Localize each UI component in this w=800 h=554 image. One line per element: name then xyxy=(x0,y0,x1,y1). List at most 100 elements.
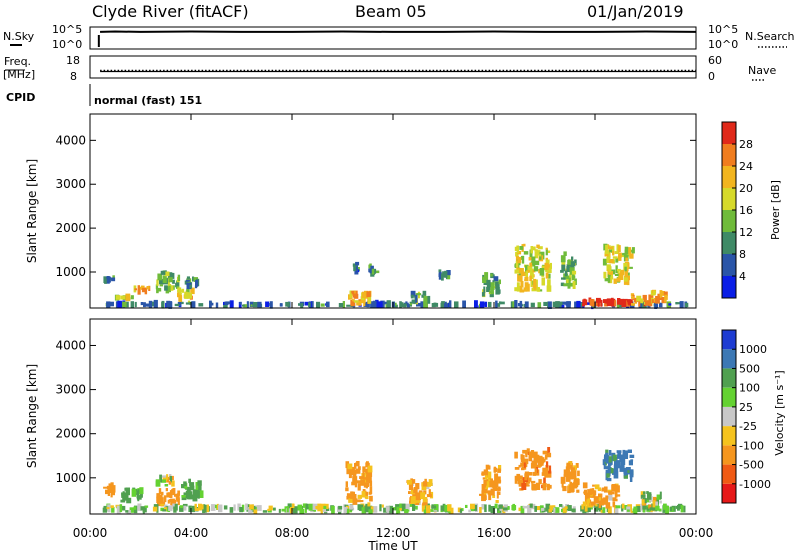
velocity-cell xyxy=(352,476,358,483)
power-patch xyxy=(582,297,633,307)
power-cell xyxy=(156,288,159,294)
velocity-cell xyxy=(570,462,573,470)
power-cell xyxy=(516,245,519,251)
power-cell xyxy=(346,304,351,307)
velocity-cell xyxy=(527,477,532,482)
power-cell xyxy=(169,301,173,308)
power-cell xyxy=(122,301,127,308)
power-cell xyxy=(617,269,620,275)
velocity-cell xyxy=(183,481,187,487)
velocity-cell xyxy=(524,458,529,465)
velocity-patch xyxy=(514,447,552,491)
velocity-cell xyxy=(553,507,556,513)
power-patch xyxy=(602,243,635,286)
velocity-cell xyxy=(368,509,373,514)
velocity-cell xyxy=(507,506,510,510)
power-patch xyxy=(481,272,501,298)
velocity-cell xyxy=(602,507,606,513)
velocity-cell xyxy=(129,507,134,513)
velocity-cell xyxy=(415,483,420,490)
power-cell xyxy=(606,298,612,307)
power-cell xyxy=(481,292,485,297)
power-cell xyxy=(423,298,428,303)
power-cell xyxy=(560,282,565,287)
velocity-cell xyxy=(177,490,180,496)
power-cell xyxy=(126,301,129,308)
power-cell xyxy=(229,300,234,308)
velocity-cell xyxy=(577,470,580,477)
velocity-cell xyxy=(122,505,126,511)
power-cell xyxy=(533,266,539,272)
velocity-cell xyxy=(516,473,521,482)
power-cell xyxy=(187,292,192,299)
velocity-cell xyxy=(126,510,131,514)
power-cell xyxy=(529,262,533,267)
nsky-label: N.Sky xyxy=(3,30,35,43)
velocity-cell xyxy=(137,503,142,511)
power-patch xyxy=(514,243,552,293)
power-colorbar-segment xyxy=(722,254,736,276)
velocity-cell xyxy=(424,478,427,484)
velocity-cell xyxy=(649,507,653,510)
power-cell xyxy=(623,275,628,282)
velocity-cell xyxy=(338,505,343,510)
power-cell xyxy=(410,302,413,306)
power-cell xyxy=(573,262,576,267)
velocity-cell xyxy=(611,484,617,492)
velocity-cell xyxy=(256,505,262,511)
power-cell xyxy=(185,279,190,282)
velocity-cell xyxy=(291,503,295,508)
power-cell xyxy=(181,288,185,293)
power-cell xyxy=(311,301,314,308)
velocity-cell xyxy=(573,480,579,487)
power-cell xyxy=(239,301,242,305)
power-cell xyxy=(627,266,633,269)
velocity-patch xyxy=(345,461,373,507)
velocity-cell xyxy=(360,500,364,503)
power-cell xyxy=(441,301,445,308)
velocity-patch xyxy=(602,449,635,482)
power-cell xyxy=(134,301,137,308)
velocity-ytick-label: 1000 xyxy=(55,471,86,485)
power-cell xyxy=(177,292,182,295)
velocity-cell xyxy=(606,477,612,482)
power-cell xyxy=(659,290,663,298)
velocity-cell xyxy=(615,460,621,468)
power-cell xyxy=(528,257,533,261)
power-cell xyxy=(630,293,635,297)
velocity-cell xyxy=(614,459,617,465)
power-cell xyxy=(560,255,566,263)
power-cell xyxy=(611,298,616,307)
velocity-colorbar-tick-label: -100 xyxy=(739,439,764,452)
power-cell xyxy=(621,253,626,258)
velocity-cell xyxy=(345,481,348,488)
velocity-cell xyxy=(407,479,412,485)
velocity-cell xyxy=(514,451,518,459)
power-cell xyxy=(604,252,609,257)
velocity-patch xyxy=(155,474,175,487)
velocity-cell xyxy=(358,504,364,511)
velocity-cell xyxy=(615,505,621,509)
power-cell xyxy=(399,301,402,308)
velocity-cell xyxy=(582,482,588,489)
power-cell xyxy=(612,256,618,259)
power-cell xyxy=(685,302,689,308)
velocity-cell xyxy=(542,458,546,463)
velocity-cell xyxy=(168,505,173,512)
power-cell xyxy=(361,291,367,298)
velocity-cell xyxy=(604,466,609,469)
power-cell xyxy=(531,256,536,264)
power-cell xyxy=(611,269,616,275)
power-cell xyxy=(549,262,552,269)
power-cell xyxy=(155,284,159,290)
velocity-cell xyxy=(421,503,427,512)
velocity-cell xyxy=(410,496,416,504)
velocity-cell xyxy=(356,480,362,484)
power-cell xyxy=(168,285,171,293)
power-cell xyxy=(167,284,172,287)
velocity-cell xyxy=(584,505,589,512)
velocity-cell xyxy=(522,505,528,509)
power-cell xyxy=(655,296,660,304)
power-cell xyxy=(535,279,538,287)
noise-tick-right-top: 10^5 xyxy=(708,23,738,36)
